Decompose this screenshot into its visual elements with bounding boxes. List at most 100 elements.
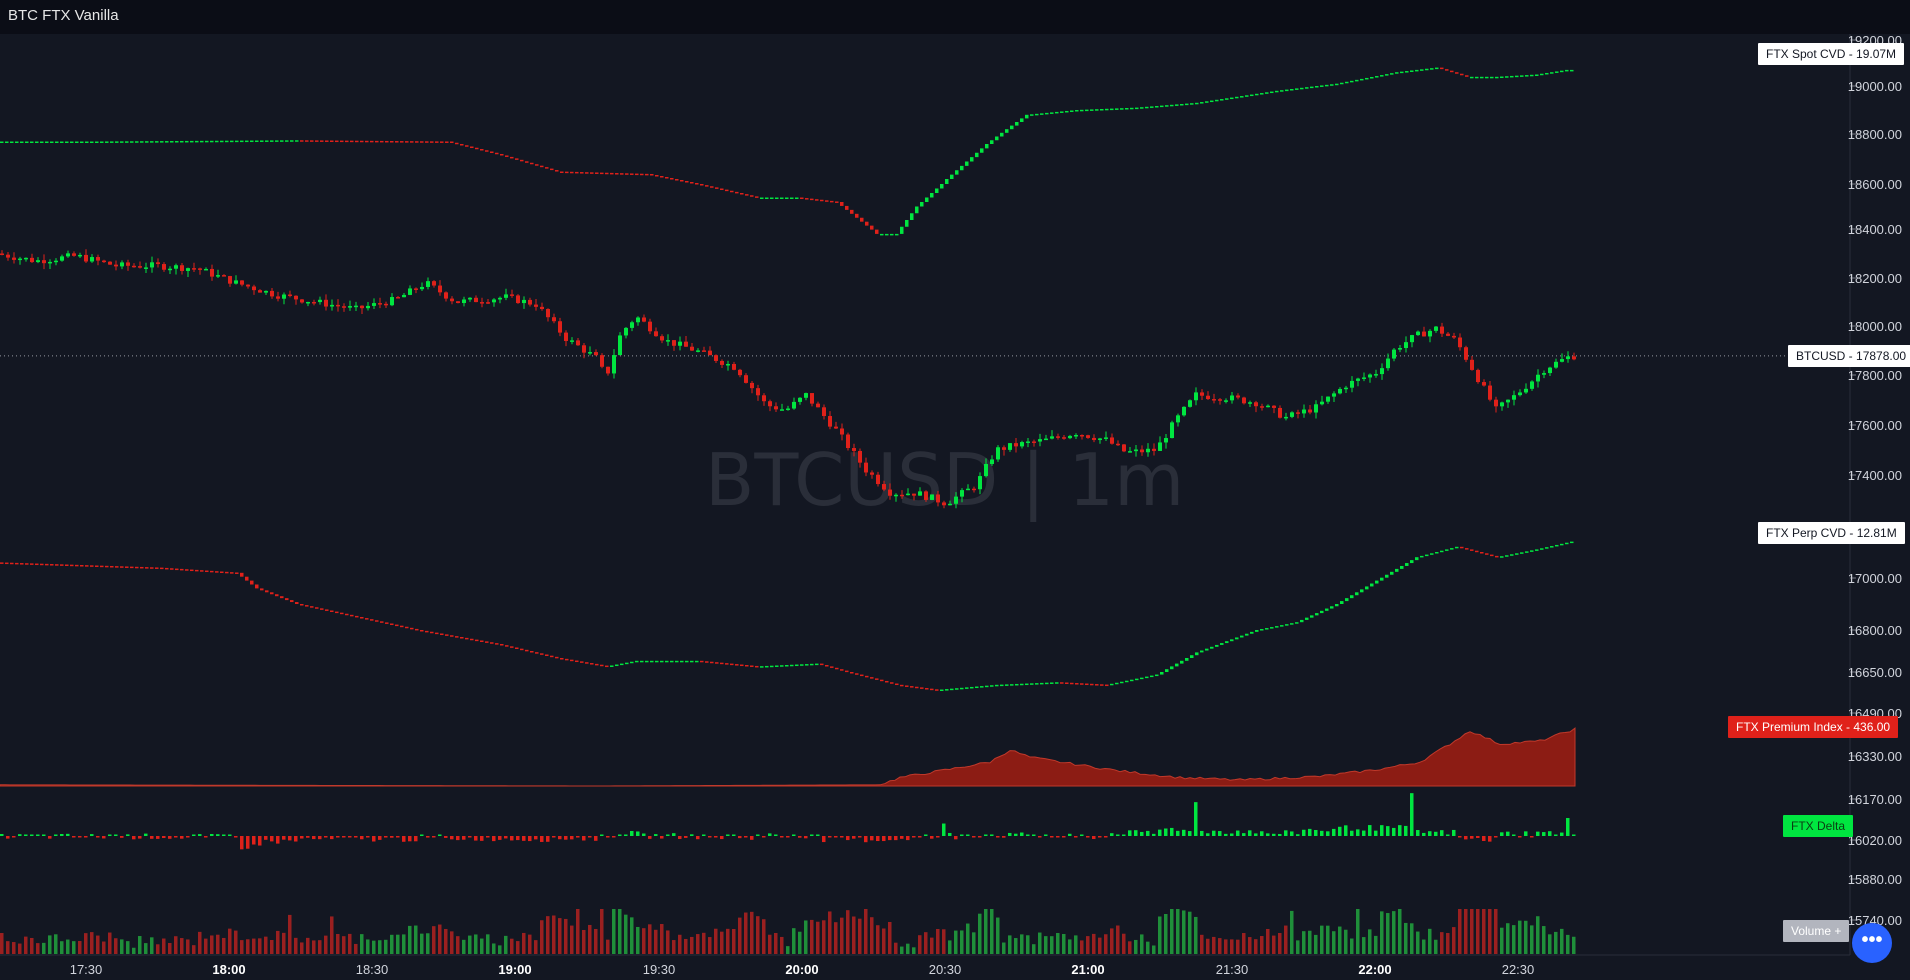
cvd-segment	[1280, 90, 1284, 92]
candle	[1524, 383, 1528, 394]
delta-bar	[1416, 830, 1420, 836]
spot-cvd-name: FTX Spot CVD	[1766, 47, 1846, 61]
candle	[696, 348, 700, 353]
cvd-segment	[330, 140, 334, 142]
delta-bar	[1134, 830, 1138, 836]
delta-bar	[1032, 834, 1036, 836]
delta-bar	[1410, 793, 1414, 836]
candle	[1488, 381, 1492, 402]
delta-bar	[336, 836, 340, 838]
candle-body	[1362, 377, 1366, 379]
cvd-segment	[205, 570, 209, 573]
candle-body	[678, 341, 682, 346]
cvd-segment	[1110, 683, 1114, 686]
cvd-segment	[1220, 643, 1224, 645]
delta-bar	[594, 836, 598, 841]
candle	[798, 397, 802, 405]
cvd-segment	[125, 566, 129, 568]
candle-body	[342, 306, 346, 308]
delta-bar	[1212, 830, 1216, 836]
delta-bar	[564, 836, 568, 840]
cvd-segment	[260, 588, 264, 591]
delta-bar	[624, 834, 628, 836]
delta-bar	[1050, 836, 1054, 838]
cvd-segment	[1445, 69, 1449, 71]
price-tick-label: 17800.00	[1848, 368, 1902, 383]
delta-bar	[1158, 829, 1162, 836]
cvd-segment	[345, 140, 349, 143]
cvd-segment	[855, 213, 859, 218]
volume-bar	[1428, 928, 1432, 954]
cvd-segment	[130, 141, 134, 143]
volume-bar	[1488, 909, 1492, 954]
cvd-segment	[660, 176, 664, 178]
volume-bar	[1434, 939, 1438, 954]
candle-body	[762, 395, 766, 402]
more-options-button[interactable]: •••	[1852, 923, 1892, 963]
cvd-segment	[185, 140, 189, 143]
volume-bar	[276, 930, 280, 954]
delta-bar	[1176, 830, 1180, 836]
cvd-segment	[470, 146, 474, 148]
price-tick-label: 15740.00	[1848, 913, 1902, 928]
volume-bar	[348, 933, 352, 954]
candle-body	[1050, 436, 1054, 439]
candle-body	[948, 503, 952, 506]
volume-bar	[780, 936, 784, 954]
candle	[30, 253, 34, 264]
candle	[414, 287, 418, 294]
candle	[1230, 392, 1234, 404]
delta-bar	[1470, 836, 1474, 839]
volume-bar	[1110, 928, 1114, 954]
cvd-segment	[30, 141, 34, 143]
cvd-segment	[800, 664, 804, 666]
cvd-segment	[850, 672, 854, 674]
candle-body	[384, 303, 388, 306]
volume-bar	[786, 946, 790, 954]
volume-bar	[1146, 941, 1150, 954]
cvd-segment	[1175, 104, 1179, 106]
candle-body	[1224, 400, 1228, 402]
cvd-segment	[525, 161, 529, 163]
candle	[1128, 447, 1132, 453]
candle-body	[930, 494, 934, 500]
cvd-segment	[155, 141, 159, 143]
delta-bar	[1308, 828, 1312, 836]
volume-bar	[48, 935, 52, 954]
candle-body	[624, 327, 628, 336]
delta-bar	[894, 836, 898, 841]
cvd-segment	[1255, 93, 1259, 96]
candle-body	[1404, 342, 1408, 349]
cvd-segment	[1490, 554, 1494, 557]
cvd-segment	[70, 141, 74, 143]
delta-bar	[276, 836, 280, 844]
delta-bar	[1182, 829, 1186, 836]
cvd-segment	[1300, 87, 1304, 90]
volume-bar	[1506, 923, 1510, 954]
cvd-segment	[1380, 75, 1384, 77]
delta-bar	[1194, 802, 1198, 836]
cvd-segment	[1125, 680, 1129, 683]
volume-bar	[726, 928, 730, 954]
volume-bar	[300, 942, 304, 954]
cvd-segment	[20, 141, 24, 143]
cvd-segment	[1550, 546, 1554, 548]
cvd-segment	[975, 686, 979, 689]
candle	[84, 249, 88, 263]
cvd-segment	[1395, 568, 1399, 572]
delta-bar	[468, 836, 472, 838]
candle-body	[618, 335, 622, 356]
candle	[42, 254, 46, 270]
cvd-segment	[265, 590, 269, 593]
volume-bar	[870, 917, 874, 954]
delta-bar	[864, 836, 868, 843]
delta-bar	[1566, 818, 1570, 836]
cvd-segment	[295, 602, 299, 604]
candle-body	[240, 280, 244, 285]
candle	[1326, 396, 1330, 404]
candle	[984, 458, 988, 478]
delta-bar	[672, 833, 676, 836]
candle	[90, 254, 94, 263]
candle	[720, 359, 724, 368]
